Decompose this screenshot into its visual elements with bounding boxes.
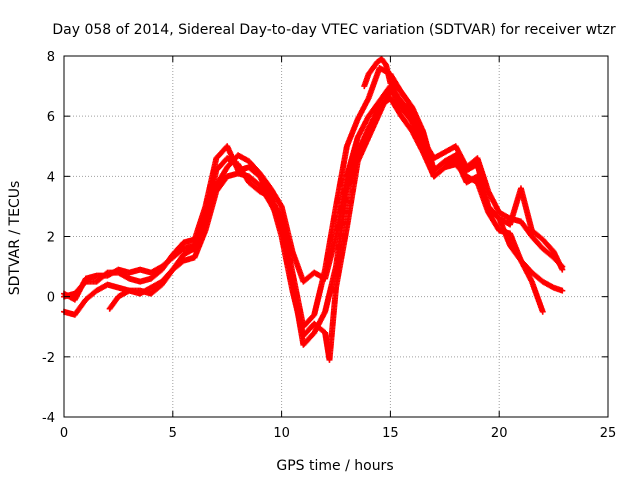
x-tick-label: 20 (491, 426, 508, 441)
x-tick-label: 0 (60, 426, 68, 441)
x-axis-ticks: 0 5 10 15 20 25 (60, 56, 616, 441)
y-tick-label: 8 (47, 50, 55, 65)
data-point (539, 308, 546, 315)
data-point (559, 266, 566, 273)
y-tick-label: -4 (42, 411, 55, 426)
data-point (559, 287, 566, 294)
chart-title: Day 058 of 2014, Sidereal Day-to-day VTE… (52, 22, 616, 38)
x-tick-label: 5 (169, 426, 177, 441)
x-axis-label: GPS time / hours (276, 458, 393, 474)
y-tick-label: -2 (42, 351, 55, 366)
x-tick-label: 10 (273, 426, 290, 441)
y-tick-label: 6 (47, 110, 55, 125)
y-tick-label: 2 (47, 231, 55, 246)
x-tick-label: 25 (600, 426, 617, 441)
x-tick-label: 15 (382, 426, 399, 441)
y-tick-label: 0 (47, 291, 55, 306)
data-points (61, 56, 566, 363)
y-axis-label: SDTVAR / TECUs (7, 181, 23, 296)
y-axis-ticks: -4 -2 0 2 4 6 8 (42, 50, 608, 426)
data-point (409, 107, 416, 114)
y-tick-label: 4 (47, 170, 55, 185)
